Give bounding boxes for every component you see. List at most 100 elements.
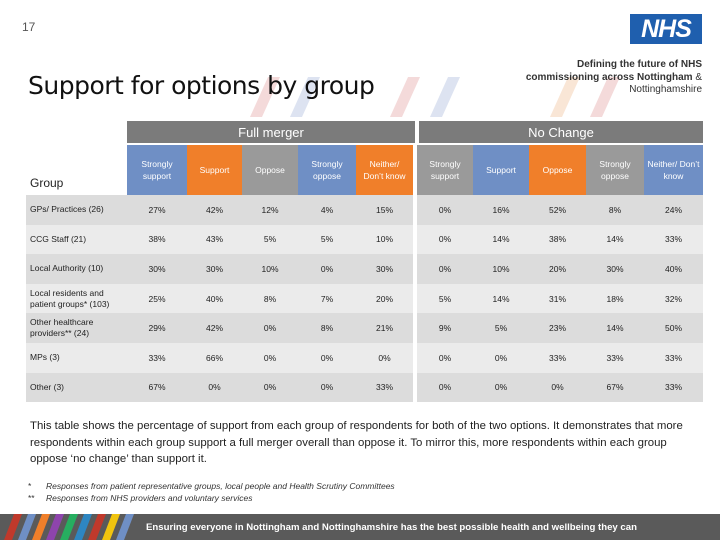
table-row: Other healthcare providers** (24) 29% 42% 0… — [26, 313, 703, 343]
table-cell: 33% — [127, 342, 187, 373]
table-cell: 0% — [242, 372, 298, 403]
table-cell: 4% — [298, 195, 356, 225]
footnote: ** Responses from NHS providers and volu… — [28, 492, 395, 504]
table-row: CCG Staff (21) 38% 43% 5% 5% 10% 0% 14% 38% 14% 33… — [26, 224, 703, 255]
table-cell: 31% — [529, 283, 586, 314]
table-cell: 14% — [473, 224, 529, 255]
table-cell: 29% — [127, 313, 187, 343]
summary-text: This table shows the percentage of suppo… — [30, 420, 683, 465]
table-cell: 0% — [413, 342, 473, 373]
footnote-text: Responses from patient representative gr… — [46, 481, 395, 491]
support-table: Group Strongly support Support Oppose St… — [26, 145, 703, 403]
nhs-logo: NHS — [630, 14, 702, 44]
table-cell: 10% — [242, 254, 298, 284]
header-line-2-bold: commissioning across Nottingham — [525, 71, 693, 83]
table-cell: 38% — [127, 224, 187, 255]
header-subtitle: Defining the future of NHS commissioning… — [492, 59, 702, 97]
table-cell: 5% — [242, 224, 298, 255]
table-cell: 33% — [586, 342, 644, 373]
table-cell: 42% — [187, 313, 242, 343]
row-label: MPs (3) — [26, 342, 127, 373]
table-row: Local residents and patient groups* (103… — [26, 283, 703, 314]
table-cell: 30% — [586, 254, 644, 284]
table-cell: 20% — [529, 254, 586, 284]
header-line-2-rest: & — [692, 71, 702, 83]
table-cell: 33% — [644, 342, 703, 373]
table-cell: 10% — [356, 224, 415, 255]
table-cell: 0% — [413, 254, 473, 284]
table-cell: 12% — [242, 195, 298, 225]
table-cell: 0% — [356, 342, 415, 373]
col-header: Neither/ Don’t know — [356, 145, 415, 195]
footer-text: Ensuring everyone in Nottingham and Nott… — [146, 521, 637, 533]
table-cell: 0% — [473, 372, 529, 403]
table-cell: 0% — [473, 342, 529, 373]
footnote-marker: * — [28, 481, 32, 491]
table-cell: 27% — [127, 195, 187, 225]
table-row: Local Authority (10) 30% 30% 10% 0% 30% 0% 10% 2… — [26, 254, 703, 284]
table-cell: 67% — [127, 372, 187, 403]
table-cell: 21% — [356, 313, 415, 343]
table-cell: 9% — [413, 313, 473, 343]
table-row: MPs (3) 33% 66% 0% 0% 0% 0% 0% 33% 33% 33% — [26, 342, 703, 373]
table-cell: 10% — [473, 254, 529, 284]
group-header-no-change: No Change — [419, 121, 703, 143]
table-cell: 0% — [242, 313, 298, 343]
col-header: Strongly support — [413, 145, 473, 195]
slide-number: 17 — [22, 20, 36, 34]
table-header-row: Group Strongly support Support Oppose St… — [26, 145, 703, 195]
footnotes: * Responses from patient representative … — [28, 480, 395, 504]
table-cell: 0% — [529, 372, 586, 403]
table-cell: 30% — [127, 254, 187, 284]
table-cell: 66% — [187, 342, 242, 373]
table-cell: 52% — [529, 195, 586, 225]
table-cell: 0% — [187, 372, 242, 403]
table-cell: 40% — [187, 283, 242, 314]
group-column-header: Group — [30, 176, 64, 190]
col-header: Strongly support — [127, 145, 187, 195]
footnote: * Responses from patient representative … — [28, 480, 395, 492]
table-cell: 23% — [529, 313, 586, 343]
col-header: Support — [187, 145, 242, 195]
table-cell: 5% — [413, 283, 473, 314]
table-row: Other (3) 67% 0% 0% 0% 33% 0% 0% 0% 67% 33% — [26, 372, 703, 403]
table-cell: 0% — [242, 342, 298, 373]
table-cell: 33% — [644, 372, 703, 403]
table-cell: 50% — [644, 313, 703, 343]
row-label: Other healthcare providers** (24) — [26, 313, 127, 343]
table-cell: 14% — [473, 283, 529, 314]
table-cell: 0% — [413, 224, 473, 255]
footer-bar: Ensuring everyone in Nottingham and Nott… — [0, 514, 720, 540]
table-cell: 42% — [187, 195, 242, 225]
table-cell: 20% — [356, 283, 415, 314]
nhs-logo-text: NHS — [641, 14, 692, 43]
row-label: CCG Staff (21) — [26, 224, 127, 255]
table-cell: 67% — [586, 372, 644, 403]
table-cell: 14% — [586, 224, 644, 255]
row-label: Local residents and patient groups* (103… — [26, 283, 127, 314]
table-cell: 18% — [586, 283, 644, 314]
table-cell: 16% — [473, 195, 529, 225]
table-cell: 14% — [586, 313, 644, 343]
table-row: GPs/ Practices (26) 27% 42% 12% 4% 15% 0% 16% 52… — [26, 195, 703, 225]
table-cell: 33% — [529, 342, 586, 373]
col-header: Neither/ Don’t know — [644, 145, 703, 195]
table-cell: 40% — [644, 254, 703, 284]
table-cell: 5% — [473, 313, 529, 343]
table-cell: 43% — [187, 224, 242, 255]
footnote-marker: ** — [28, 493, 35, 503]
table-cell: 33% — [356, 372, 415, 403]
table-cell: 8% — [298, 313, 356, 343]
table-cell: 32% — [644, 283, 703, 314]
table-cell: 30% — [187, 254, 242, 284]
row-label: Other (3) — [26, 372, 127, 403]
col-header: Strongly oppose — [586, 145, 644, 195]
col-header: Oppose — [242, 145, 298, 195]
col-header: Strongly oppose — [298, 145, 356, 195]
table-cell: 0% — [413, 372, 473, 403]
col-header: Support — [473, 145, 529, 195]
table-cell: 7% — [298, 283, 356, 314]
table-cell: 25% — [127, 283, 187, 314]
table-cell: 0% — [413, 195, 473, 225]
col-header: Oppose — [529, 145, 586, 195]
